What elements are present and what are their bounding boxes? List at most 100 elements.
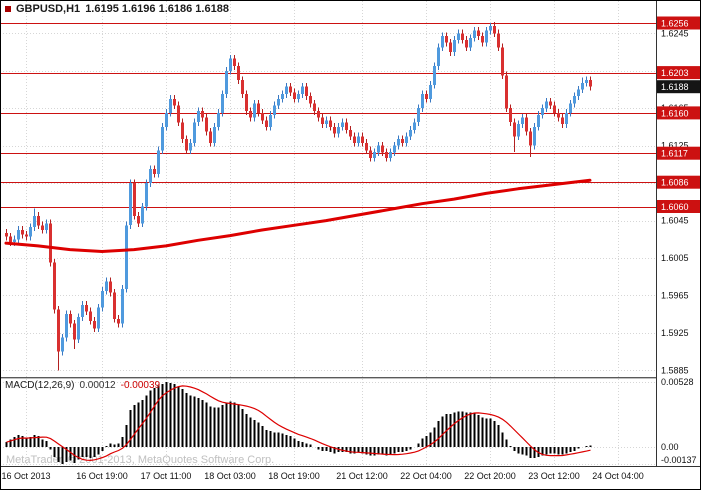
candle-body [37,215,40,226]
gridlines [0,1,656,466]
candle-body [453,39,456,53]
candle-body [565,112,568,125]
candle-body [289,86,292,93]
candle-body [281,94,284,99]
chart-marker-icon [5,6,11,12]
candle-body [17,230,20,240]
macd-signal-value: -0.00039 [120,380,161,391]
candle-body [505,75,508,109]
time-label: 21 Oct 12:00 [336,471,388,481]
price-tag-text: 1.6060 [661,202,689,212]
macd-axis-label: 0.00528 [661,377,694,387]
candle-body [25,234,28,237]
candle-body [241,80,244,95]
candle-body [237,66,240,81]
candle-body [377,145,380,153]
price-label: 1.6005 [661,253,689,263]
macd-axis-label: 0.00 [661,442,679,452]
candle-body [465,39,468,48]
time-label: 23 Oct 12:00 [528,471,580,481]
candle-body [473,30,476,38]
candle-body [489,25,492,31]
candle-body [441,36,444,48]
candle-body [121,288,124,324]
support-resistance-lines [0,23,656,208]
level-price-tag [657,200,700,213]
time-label: 22 Oct 04:00 [400,471,452,481]
price-label: 1.6245 [661,28,689,38]
time-axis[interactable]: 16 Oct 2013 16 Oct 19:00 17 Oct 11:00 18 Oc… [1,471,643,481]
candle-body [245,94,248,112]
candle-body [573,96,576,104]
candle-body [193,122,196,143]
candle-body [353,136,356,143]
price-tag-text: 1.6117 [661,149,688,159]
price-tag-text: 1.6086 [661,178,689,188]
candle-body [317,111,320,118]
candle-body [329,120,332,127]
candle-body [41,225,44,230]
candle-body [385,152,388,158]
candle-body [457,33,460,40]
chart-title: GBPUSD,H1 1.6195 1.6196 1.6186 1.6188 [5,3,229,15]
time-label: 17 Oct 11:00 [141,471,192,481]
candle-body [229,58,232,71]
candle-body [365,142,368,151]
candle-body [589,80,592,87]
level-price-tag [657,146,700,160]
candle-body [73,323,76,340]
level-price-tag [657,16,700,30]
candle-body [553,105,556,113]
candle-body [469,38,472,48]
candle-body [5,232,8,237]
level-price-tag [657,66,700,80]
candle-body [393,145,396,153]
candle-body [417,108,420,123]
candle-body [277,98,280,106]
candle-body [369,150,372,158]
candle-body [53,262,56,310]
candle-body [153,169,156,174]
candle-body [45,223,48,230]
candle-body [577,89,580,97]
candle-body [549,101,552,106]
time-label: 16 Oct 19:00 [76,471,128,481]
candle-body [493,25,496,34]
price-tags: 1.6256 1.6203 1.6160 1.6117 1.6086 1.6060 1.61… [657,16,700,213]
candle-body [373,152,376,158]
candle-body [217,112,220,127]
candle-body [213,127,216,143]
candle-body [481,36,484,43]
candle-body [201,111,204,118]
level-price-tag [657,175,700,189]
candle-body [545,101,548,109]
candle-body [173,98,176,106]
candle-body [137,215,140,224]
candle-body [209,131,212,143]
candle-body [429,84,432,99]
candle-body [321,117,324,125]
candle-body [285,86,288,95]
candle-body [297,94,300,99]
symbol-timeframe-label: GBPUSD,H1 [16,3,81,15]
candle-body [529,131,532,146]
candle-body [345,122,348,130]
time-label: 18 Oct 19:00 [268,471,320,481]
candle-body [449,42,452,53]
candle-body [89,311,92,321]
candle-body [257,103,260,113]
price-label: 1.5885 [661,365,689,375]
candle-body [189,142,192,151]
candle-body [537,114,540,127]
time-label: 22 Oct 20:00 [464,471,516,481]
candle-body [497,33,500,48]
candle-body [333,127,336,134]
macd-name: MACD(12,26,9) [5,380,75,391]
candle-body [85,304,88,312]
candle-body [397,139,400,146]
candle-body [165,112,168,127]
candle-body [405,136,408,143]
candle-body [49,223,52,263]
